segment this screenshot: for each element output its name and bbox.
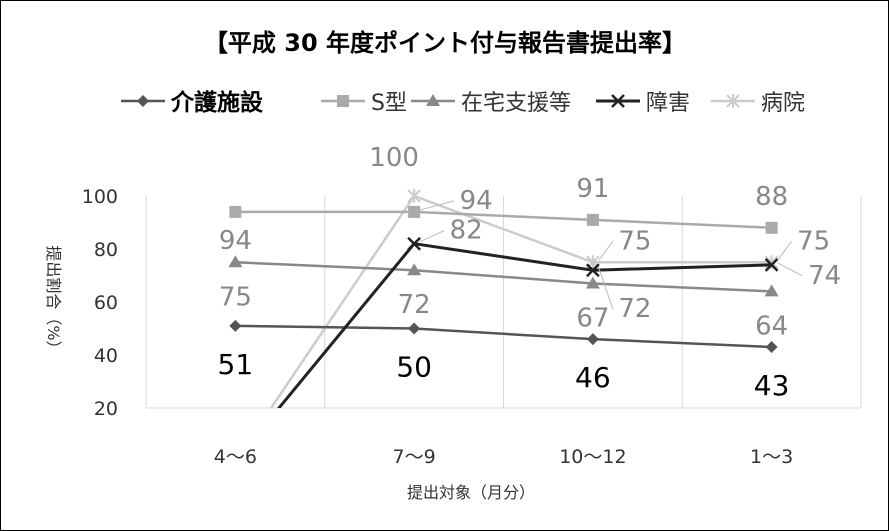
y-axis-title: 提出割合（%） bbox=[44, 245, 63, 356]
legend-item: S型 bbox=[321, 91, 407, 116]
legend-marker bbox=[137, 95, 149, 107]
data-label: 72 bbox=[398, 290, 431, 320]
data-label: 64 bbox=[755, 311, 788, 341]
series-line bbox=[235, 210, 772, 230]
legend-label: 病院 bbox=[761, 91, 805, 116]
data-point bbox=[586, 333, 599, 346]
legend-marker bbox=[611, 94, 625, 108]
data-point bbox=[586, 213, 599, 226]
data-label: 74 bbox=[808, 261, 841, 291]
data-label: 88 bbox=[755, 182, 788, 212]
legend-marker bbox=[426, 94, 440, 106]
data-point bbox=[228, 255, 243, 268]
leader-line bbox=[777, 262, 803, 277]
data-point bbox=[407, 189, 421, 203]
data-point bbox=[408, 322, 421, 335]
legend-marker bbox=[726, 94, 740, 108]
leader-line bbox=[598, 240, 614, 261]
y-tick-label: 60 bbox=[94, 292, 118, 314]
data-label: 50 bbox=[396, 351, 432, 384]
data-label: 91 bbox=[576, 174, 609, 204]
x-axis-title: 提出対象（月分） bbox=[407, 483, 535, 502]
data-label: 75 bbox=[797, 226, 830, 256]
leader-line bbox=[598, 268, 614, 310]
legend-item: 在宅支援等 bbox=[411, 91, 571, 116]
leader-line bbox=[419, 200, 455, 211]
legend-label: S型 bbox=[371, 91, 407, 116]
data-label: 46 bbox=[575, 361, 611, 394]
leader-line bbox=[777, 240, 793, 261]
chart-title: 【平成 30 年度ポイント付与報告書提出率】 bbox=[204, 29, 686, 57]
data-point bbox=[764, 284, 779, 297]
data-label: 43 bbox=[754, 369, 790, 402]
data-point bbox=[765, 221, 778, 234]
data-point bbox=[764, 258, 779, 272]
data-label: 82 bbox=[450, 216, 483, 246]
data-label: 94 bbox=[460, 186, 493, 216]
legend-label: 障害 bbox=[646, 91, 690, 116]
legend: 介護施設 S型 在宅支援等 障害 病院 bbox=[121, 89, 805, 116]
legend-item: 介護施設 bbox=[121, 89, 264, 116]
legend-label: 介護施設 bbox=[170, 89, 264, 116]
legend-label: 在宅支援等 bbox=[461, 91, 571, 116]
plot-area: 20 40 60 80 100 4～6 7～9 10～12 1～3 51 50 46 43 94 94 91 8… bbox=[82, 143, 862, 468]
y-tick-label: 20 bbox=[94, 398, 118, 420]
y-tick-label: 100 bbox=[82, 186, 118, 208]
leader-line bbox=[419, 230, 445, 243]
y-tick-label: 80 bbox=[94, 239, 118, 261]
data-point bbox=[585, 276, 600, 289]
data-point bbox=[407, 236, 422, 251]
x-tick-label: 4～6 bbox=[214, 446, 257, 468]
series-line bbox=[269, 194, 772, 408]
y-tick-label: 40 bbox=[94, 345, 118, 367]
x-tick-label: 7～9 bbox=[393, 446, 436, 468]
data-point bbox=[765, 341, 778, 354]
data-label: 67 bbox=[576, 303, 609, 333]
series-line bbox=[235, 261, 772, 293]
data-point bbox=[585, 263, 600, 278]
data-label: 72 bbox=[618, 294, 651, 324]
data-point bbox=[229, 205, 242, 218]
data-label: 75 bbox=[219, 282, 252, 312]
series-line bbox=[277, 242, 772, 408]
series-line bbox=[235, 324, 772, 349]
x-tick-label: 10～12 bbox=[559, 446, 626, 468]
data-label: 94 bbox=[219, 226, 252, 256]
legend-item: 病院 bbox=[711, 91, 805, 116]
legend-marker bbox=[337, 95, 349, 107]
data-label: 75 bbox=[618, 226, 651, 256]
data-label: 100 bbox=[369, 143, 419, 173]
legend-item: 障害 bbox=[596, 91, 690, 116]
data-point bbox=[229, 319, 242, 332]
x-tick-label: 1～3 bbox=[750, 446, 793, 468]
data-point bbox=[407, 263, 422, 276]
data-point bbox=[408, 205, 421, 218]
data-label: 51 bbox=[218, 348, 254, 381]
